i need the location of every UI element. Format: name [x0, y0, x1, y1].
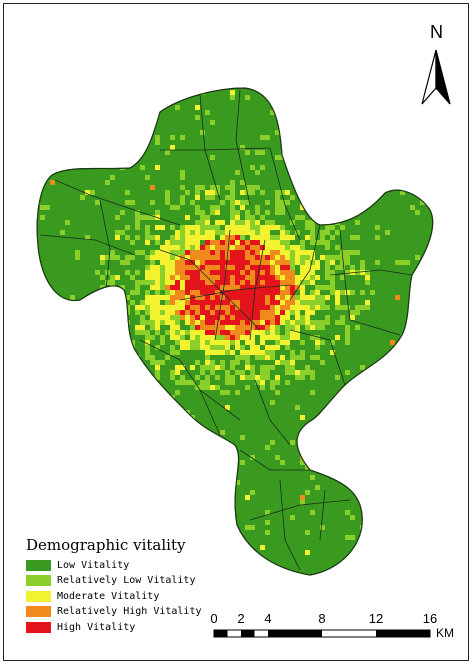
scale-label: 12	[368, 611, 384, 626]
legend-label: Relatively Low Vitality	[57, 575, 196, 587]
scale-bar	[213, 629, 431, 638]
map-frame	[3, 3, 469, 661]
legend-label: Low Vitality	[57, 559, 130, 571]
district-boundaries	[39, 89, 413, 571]
scale-segment	[214, 630, 228, 637]
scale-label: 4	[264, 611, 272, 626]
north-arrow-icon	[421, 49, 451, 105]
scale-label: 0	[210, 611, 218, 626]
legend-item-relatively-low: Relatively Low Vitality	[26, 574, 202, 588]
scale-segment	[268, 630, 322, 637]
legend-swatch	[26, 590, 51, 602]
legend-item-relatively-high: Relatively High Vitality	[26, 605, 202, 619]
scale-unit: KM	[436, 626, 454, 640]
legend-swatch	[26, 606, 51, 618]
legend-label: Moderate Vitality	[57, 590, 160, 602]
scale-label: 8	[318, 611, 326, 626]
legend: Low Vitality Relatively Low Vitality Mod…	[26, 558, 202, 636]
legend-label: Relatively High Vitality	[57, 606, 202, 618]
scale-segment	[376, 630, 430, 637]
scale-label: 2	[237, 611, 245, 626]
legend-swatch	[26, 621, 51, 633]
legend-item-moderate: Moderate Vitality	[26, 589, 202, 603]
north-letter: N	[430, 22, 443, 42]
legend-swatch	[26, 575, 51, 587]
scale-segment	[241, 630, 255, 637]
legend-label: High Vitality	[57, 621, 136, 633]
scale-label: 16	[422, 611, 438, 626]
legend-title: Demographic vitality	[26, 536, 186, 554]
legend-item-high: High Vitality	[26, 620, 202, 634]
legend-swatch	[26, 559, 51, 571]
legend-item-low: Low Vitality	[26, 558, 202, 572]
